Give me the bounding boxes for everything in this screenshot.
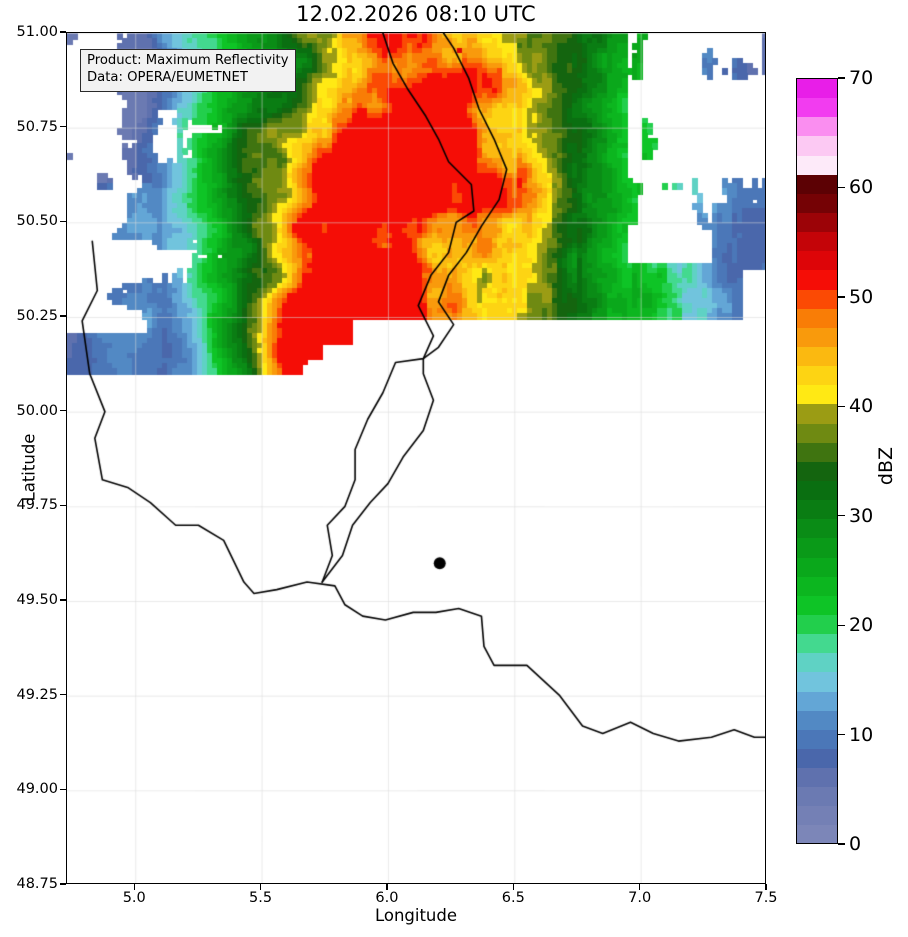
colorbar-tick-label: 50 <box>849 285 874 308</box>
colorbar-segment <box>797 308 837 328</box>
colorbar-segment <box>797 557 837 577</box>
x-tick-mark <box>133 884 135 890</box>
y-tick-mark <box>60 220 66 223</box>
y-tick-label: 49.75 <box>16 497 58 514</box>
colorbar-segment <box>797 117 837 137</box>
colorbar-segment <box>797 404 837 424</box>
y-tick-mark <box>60 788 66 791</box>
y-tick-mark <box>60 599 66 601</box>
colorbar-segment <box>797 232 837 252</box>
colorbar-segment <box>797 251 837 271</box>
x-tick-label: 7.0 <box>628 890 652 906</box>
x-tick-mark <box>639 884 641 890</box>
colorbar-title: dBZ <box>875 446 897 486</box>
colorbar-segment <box>797 98 837 118</box>
colorbar-segment <box>797 519 837 539</box>
colorbar-tick-mark <box>838 515 845 517</box>
colorbar-tick-label: 0 <box>849 833 862 855</box>
colorbar-segment <box>797 538 837 558</box>
y-tick-mark <box>60 31 66 33</box>
colorbar-tick-mark <box>838 733 845 736</box>
product-info-box: Product: Maximum Reflectivity Data: OPER… <box>80 49 296 92</box>
y-tick-mark <box>60 315 66 317</box>
colorbar-tick-mark <box>838 843 845 845</box>
colorbar-tick-label: 10 <box>849 723 874 746</box>
colorbar-tick-mark <box>838 77 845 79</box>
infobox-data-line: Data: OPERA/EUMETNET <box>87 69 248 85</box>
colorbar-tick-mark <box>838 624 845 626</box>
colorbar-segment <box>797 385 837 405</box>
colorbar-segment <box>797 270 837 290</box>
colorbar-segment <box>797 653 837 673</box>
colorbar-segment <box>797 748 837 769</box>
y-tick-label: 49.25 <box>16 686 58 703</box>
colorbar-segment <box>797 289 837 309</box>
colorbar-segment <box>797 576 837 596</box>
y-tick-mark <box>60 410 66 412</box>
colorbar-segment <box>797 174 837 194</box>
y-tick-label: 50.00 <box>16 402 58 419</box>
y-tick-label: 50.75 <box>16 118 58 135</box>
colorbar-segment <box>797 768 837 788</box>
colorbar-segment <box>797 672 837 692</box>
x-tick-mark <box>386 884 388 890</box>
borders-and-grid-overlay <box>67 33 765 883</box>
colorbar-segment <box>797 461 837 481</box>
colorbar-segment <box>797 787 837 807</box>
x-tick-label: 6.0 <box>375 890 399 906</box>
colorbar-segment <box>797 366 837 386</box>
colorbar-segment <box>797 79 837 99</box>
x-tick-mark <box>259 884 262 890</box>
colorbar-segment <box>797 634 837 654</box>
colorbar-tick-label: 60 <box>849 176 874 199</box>
infobox-product-line: Product: Maximum Reflectivity <box>87 53 289 68</box>
colorbar-segment <box>797 136 837 156</box>
y-tick-mark <box>60 883 66 885</box>
colorbar-segment <box>797 729 837 749</box>
colorbar-segment <box>797 825 837 843</box>
colorbar-segment <box>797 806 837 826</box>
y-tick-label: 50.25 <box>16 308 58 324</box>
colorbar-segment <box>797 614 837 635</box>
colorbar-segment <box>797 327 837 347</box>
colorbar-segment <box>797 691 837 711</box>
colorbar-tick-mark <box>838 405 845 407</box>
x-tick-mark <box>512 884 514 890</box>
colorbar-tick-mark <box>838 186 845 189</box>
colorbar-segment <box>797 423 837 443</box>
y-tick-label: 50.50 <box>16 213 58 230</box>
colorbar-tick-label: 40 <box>849 395 874 418</box>
colorbar-segment <box>797 155 837 175</box>
y-tick-label: 48.75 <box>16 876 58 892</box>
y-tick-label: 51.00 <box>16 24 58 40</box>
colorbar-segment <box>797 480 837 501</box>
x-tick-mark <box>765 884 767 890</box>
x-tick-label: 7.5 <box>754 890 778 906</box>
colorbar-tick-label: 70 <box>849 67 874 89</box>
x-tick-label: 6.5 <box>501 890 525 906</box>
y-tick-mark <box>60 694 66 696</box>
x-tick-label: 5.5 <box>249 890 273 906</box>
x-axis-label: Longitude <box>374 906 458 925</box>
colorbar-tick-label: 30 <box>849 504 874 527</box>
colorbar-segment <box>797 346 837 367</box>
y-tick-label: 49.00 <box>16 781 58 798</box>
map-plot-area[interactable] <box>66 32 766 884</box>
colorbar-tick-label: 20 <box>849 614 874 637</box>
colorbar-segment <box>797 500 837 520</box>
colorbar-segment <box>797 442 837 462</box>
colorbar-segment <box>797 193 837 213</box>
colorbar-segment <box>797 595 837 615</box>
colorbar-segment <box>797 710 837 730</box>
y-tick-mark <box>60 504 66 507</box>
figure-title: 12.02.2026 08:10 UTC <box>296 2 536 26</box>
y-tick-label: 49.50 <box>16 592 58 608</box>
colorbar-segment <box>797 212 837 233</box>
y-tick-mark <box>60 126 66 128</box>
x-tick-label: 5.0 <box>122 890 146 906</box>
colorbar-tick-mark <box>838 296 845 298</box>
colorbar <box>796 78 838 844</box>
